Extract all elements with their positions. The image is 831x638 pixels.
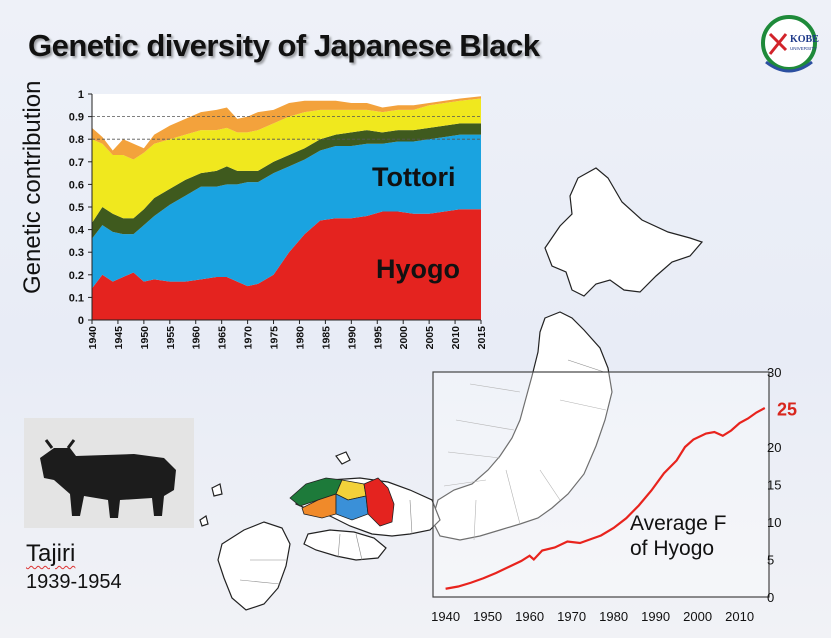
f-y-tick-label-1: 5 — [767, 553, 774, 568]
x-tick-label-15: 2015 — [476, 326, 488, 350]
f-x-tick-label-0: 1940 — [431, 609, 460, 624]
page-title: Genetic diversity of Japanese Black — [28, 28, 540, 63]
area-series-0 — [92, 209, 481, 320]
f-x-tick-labels: 1940 1950 1960 1970 1980 1990 2000 2010 — [431, 609, 754, 624]
bull-years: 1939-1954 — [26, 571, 122, 593]
x-tick-label-13: 2005 — [424, 326, 436, 350]
y-tick-label-0: 0 — [78, 315, 84, 327]
x-tick-labels: 1940 1945 1950 1955 1960 1965 1970 1975 1980 1985… — [87, 326, 488, 350]
f-series — [445, 407, 766, 590]
f-chart-title-line2: of Hyogo — [630, 537, 714, 560]
x-tick-label-1: 1945 — [113, 326, 125, 350]
y-tick-label-2: 0.2 — [69, 270, 84, 282]
bull-name: Tajiri — [26, 540, 76, 567]
x-tick-label-0: 1940 — [87, 326, 99, 350]
label-hyogo: Hyogo — [376, 254, 460, 284]
area-series-4 — [92, 96, 481, 160]
f-y-tick-label-6: 30 — [767, 365, 781, 380]
f-x-tick-label-2: 1960 — [515, 609, 544, 624]
area-series-3 — [92, 98, 481, 223]
y-tick-label-9: 0.9 — [69, 112, 84, 124]
f-y-tick-label-4: 20 — [767, 440, 781, 455]
tajiri-bull-photo — [24, 418, 194, 528]
f-x-tick-label-4: 1980 — [599, 609, 628, 624]
f-x-tick-label-5: 1990 — [641, 609, 670, 624]
bull-silhouette — [40, 448, 176, 518]
f-y-tick-label-0: 0 — [767, 590, 774, 605]
x-tick-label-8: 1980 — [294, 326, 306, 350]
f-y-tick-label-3: 15 — [767, 478, 781, 493]
y-tick-label-4: 0.4 — [69, 225, 85, 237]
f-x-tick-label-7: 2010 — [725, 609, 754, 624]
x-tick-label-11: 1995 — [372, 326, 384, 350]
f-chart-title-line1: Average F — [630, 512, 727, 535]
y-tick-label-1: 0.1 — [69, 292, 84, 304]
x-tick-label-6: 1970 — [243, 326, 255, 350]
logo-text-university: UNIVERSITY — [790, 46, 817, 51]
x-tick-label-4: 1960 — [191, 326, 203, 350]
f-series-line — [445, 407, 766, 590]
x-tick-label-7: 1975 — [269, 326, 281, 350]
map-hokkaido — [544, 167, 704, 297]
area-series-1 — [92, 134, 481, 289]
x-tick-label-14: 2010 — [450, 326, 462, 350]
y-tick-label-3: 0.3 — [69, 247, 84, 259]
y-tick-labels: 0 0.1 0.2 0.3 0.4 0.5 0.6 0.7 0.8 0.9 1 — [69, 89, 85, 327]
f-y-tick-label-2: 10 — [767, 515, 781, 530]
area-series-2 — [92, 123, 481, 239]
map-island-2 — [199, 515, 209, 527]
x-tick-label-2: 1950 — [139, 326, 151, 350]
area-layers — [92, 96, 481, 320]
x-tick-label-10: 1990 — [346, 326, 358, 350]
x-tick-label-3: 1955 — [165, 326, 177, 350]
bull-horns — [44, 439, 76, 449]
f-x-tick-label-1: 1950 — [473, 609, 502, 624]
map-honshu-north — [431, 311, 613, 541]
f-y-tick-label-highlight: 25 — [777, 400, 797, 420]
map-oki-island — [335, 451, 351, 465]
x-tick-label-9: 1985 — [320, 326, 332, 350]
f-y-tick-labels: 0 5 10 15 20 30 25 — [767, 365, 797, 605]
f-plot-frame — [432, 371, 770, 598]
f-x-tick-label-6: 2000 — [683, 609, 712, 624]
f-x-tick-label-3: 1970 — [557, 609, 586, 624]
y-tick-label-7: 0.7 — [69, 157, 84, 169]
x-tick-label-5: 1965 — [217, 326, 229, 350]
kobe-university-logo: KOBE UNIVERSITY — [761, 15, 819, 73]
map-prefecture-borders — [239, 359, 607, 585]
axes — [88, 93, 482, 324]
map-island-1 — [211, 483, 223, 497]
y-tick-label-6: 0.6 — [69, 179, 84, 191]
map-region-hyogo — [363, 477, 395, 527]
y-tick-label-8: 0.8 — [69, 134, 84, 146]
y-tick-label-10: 1 — [78, 89, 84, 101]
logo-text-kobe: KOBE — [790, 34, 819, 45]
map-shikoku — [303, 529, 387, 561]
y-tick-label-5: 0.5 — [69, 202, 84, 214]
map-kyushu — [217, 521, 291, 611]
x-tick-label-12: 2000 — [398, 326, 410, 350]
label-tottori: Tottori — [372, 162, 455, 192]
